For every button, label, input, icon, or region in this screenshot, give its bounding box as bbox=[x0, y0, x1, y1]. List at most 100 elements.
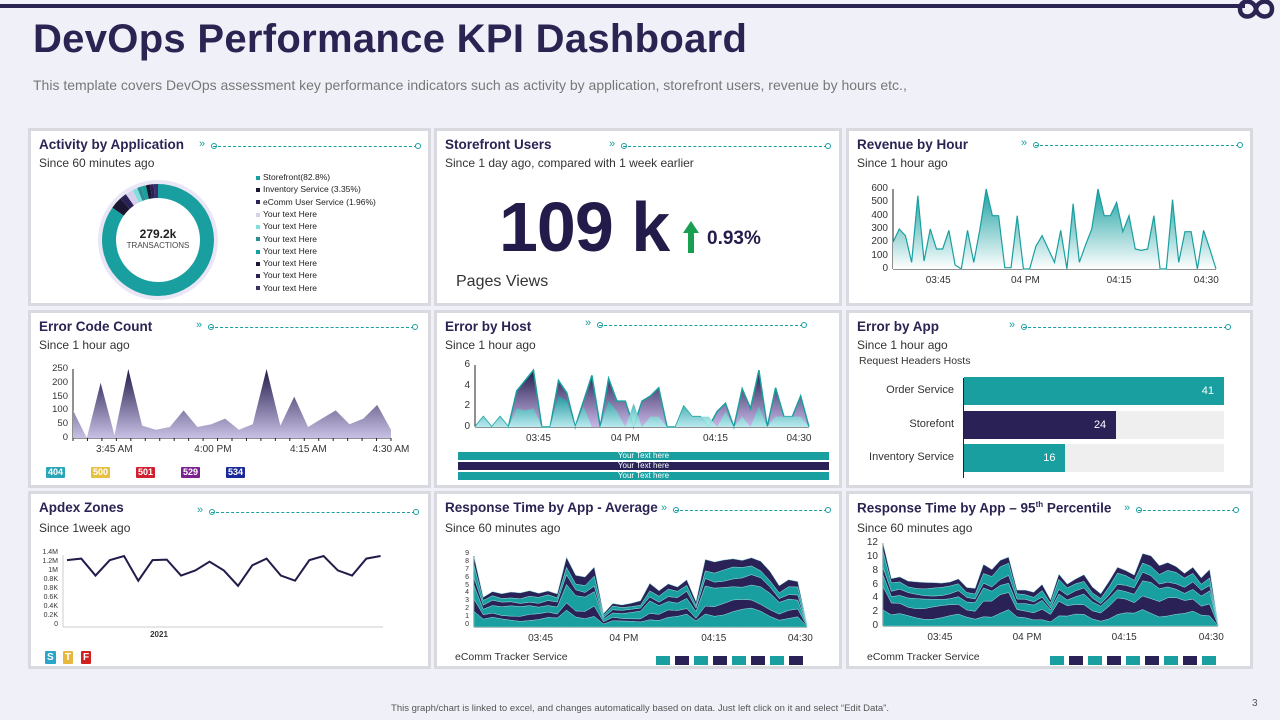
legend-swatch bbox=[256, 175, 260, 180]
x-tick-label: 04 PM bbox=[1012, 632, 1042, 643]
bar[interactable]: 16 bbox=[964, 444, 1066, 472]
y-tick-label: 12 bbox=[866, 537, 878, 548]
donut-slice bbox=[137, 186, 146, 202]
donut-slice bbox=[112, 198, 130, 216]
x-tick-label: 04:30 bbox=[1193, 275, 1219, 286]
y-tick-label: 5 bbox=[465, 581, 469, 589]
title-text: Response Time by App – 95 bbox=[857, 500, 1036, 516]
y-tick-label: 300 bbox=[871, 223, 888, 234]
host-total-line bbox=[474, 368, 810, 430]
error-code-badge: 501 bbox=[136, 467, 156, 478]
connector-decoration: » bbox=[609, 138, 831, 152]
donut-slice bbox=[102, 184, 214, 296]
legend-item: Your text Here bbox=[256, 283, 317, 293]
apdex-panel[interactable]: Apdex Zones Since 1week ago » 0 0.2K 0.4K 0… bbox=[28, 491, 431, 669]
legend-item: eComm User Service (1.96%) bbox=[256, 197, 376, 207]
error-host-panel[interactable]: Error by Host Since 1 hour ago » 0 2 4 6 03:… bbox=[434, 310, 842, 488]
y-tick-label: 500 bbox=[871, 196, 888, 208]
donut-slice bbox=[120, 194, 134, 209]
series-swatch bbox=[694, 656, 708, 665]
activity-panel[interactable]: Activity by Application Since 60 minutes… bbox=[28, 128, 431, 306]
x-tick-label: 03:45 bbox=[925, 275, 951, 286]
panel-title: Response Time by App - Average bbox=[445, 500, 658, 515]
y-tick-label: 8 bbox=[465, 557, 469, 565]
y-tick-label: 3 bbox=[465, 597, 469, 605]
host-text-bar: Your Text here bbox=[458, 452, 829, 460]
donut-slice bbox=[145, 184, 153, 200]
y-tick-label: 0 bbox=[882, 263, 888, 274]
y-tick-label: 6 bbox=[465, 573, 469, 581]
x-tick-label: 04 PM bbox=[1010, 275, 1040, 286]
series-swatch bbox=[1145, 656, 1159, 665]
legend-label: Your text Here bbox=[263, 282, 318, 293]
page-number: 3 bbox=[1252, 698, 1258, 709]
y-tick-label: 150 bbox=[52, 390, 68, 402]
connector-decoration: » bbox=[199, 138, 421, 152]
panel-subtitle: Since 1 hour ago bbox=[857, 338, 948, 352]
y-tick-label: 1 bbox=[465, 613, 469, 621]
x-tick-label: 04:30 bbox=[1198, 632, 1224, 643]
y-tick-label: 100 bbox=[871, 249, 888, 261]
response-95th-panel[interactable]: Response Time by App – 95th Percentile S… bbox=[846, 491, 1253, 669]
legend-label: Inventory Service (3.35%) bbox=[263, 184, 361, 195]
plot-area[interactable] bbox=[892, 188, 1217, 271]
legend-item: Your text Here bbox=[256, 258, 317, 268]
series-swatch bbox=[1050, 656, 1064, 665]
bar-track[interactable]: 24 bbox=[964, 410, 1224, 439]
panel-subtitle: Since 1 hour ago bbox=[857, 156, 948, 170]
storefront-panel[interactable]: Storefront Users Since 1 day ago, compar… bbox=[434, 128, 842, 306]
donut-slice bbox=[125, 190, 140, 206]
y-tick-label: 2 bbox=[872, 606, 878, 618]
y-tick-label: 0.8K bbox=[43, 576, 58, 583]
revenue-panel[interactable]: Revenue by Hour Since 1 hour ago » 0 100 2… bbox=[846, 128, 1253, 306]
apdex-badge: S bbox=[45, 651, 56, 664]
legend-swatch bbox=[256, 224, 260, 229]
error-code-badge: 534 bbox=[226, 467, 246, 478]
series-swatch bbox=[675, 656, 689, 665]
series-swatch bbox=[770, 656, 784, 665]
bar-category-label: Storefont bbox=[909, 417, 954, 430]
panel-title: Response Time by App – 95th Percentile bbox=[857, 500, 1111, 516]
apdex-line bbox=[66, 554, 381, 588]
bar-axis bbox=[963, 378, 964, 478]
y-tick-label: 250 bbox=[52, 363, 68, 374]
error-code-badge: 404 bbox=[46, 467, 66, 478]
series-swatch bbox=[1202, 656, 1216, 665]
donut-chart[interactable] bbox=[31, 131, 251, 309]
error-app-panel[interactable]: Error by App Since 1 hour ago Request He… bbox=[846, 310, 1253, 488]
plot-area[interactable] bbox=[882, 542, 1219, 627]
bar-track[interactable]: 41 bbox=[964, 377, 1224, 405]
y-tick-label: 200 bbox=[871, 236, 888, 248]
y-tick-label: 1.2M bbox=[42, 558, 58, 565]
plot-area[interactable] bbox=[473, 556, 808, 628]
connector-decoration: » bbox=[197, 504, 419, 518]
bar-category-label: Order Service bbox=[886, 384, 954, 396]
host-text-bar: Your Text here bbox=[458, 462, 829, 470]
response-avg-panel[interactable]: Response Time by App - Average Since 60 … bbox=[434, 491, 842, 669]
apdex-badge: T bbox=[63, 651, 74, 664]
y-tick-label: 200 bbox=[52, 376, 68, 388]
legend-label: Your text Here bbox=[263, 270, 318, 281]
series-swatches bbox=[1045, 652, 1216, 670]
y-tick-label: 100 bbox=[52, 404, 68, 416]
bar-track[interactable]: 16 bbox=[964, 444, 1224, 472]
host-text-bar: Your Text here bbox=[458, 472, 829, 480]
bar[interactable]: 24 bbox=[964, 410, 1117, 439]
legend-swatch bbox=[256, 237, 260, 242]
panel-subtitle: Since 1 hour ago bbox=[39, 338, 130, 352]
error-code-panel[interactable]: Error Code Count Since 1 hour ago » 0 50 1… bbox=[28, 310, 431, 488]
plot-area[interactable] bbox=[474, 365, 810, 430]
series-swatch bbox=[713, 656, 727, 665]
legend-item: Your text Here bbox=[256, 234, 317, 244]
x-tick-label: 03:45 bbox=[525, 433, 551, 444]
legend-swatch bbox=[256, 286, 260, 291]
y-tick-label: 10 bbox=[866, 550, 878, 562]
plot-area[interactable] bbox=[72, 369, 392, 441]
y-tick-label: 6 bbox=[872, 578, 878, 590]
x-tick-label: 03:45 bbox=[927, 632, 953, 643]
legend-swatch bbox=[256, 200, 260, 205]
legend-label: Your text Here bbox=[263, 245, 318, 256]
bar[interactable]: 41 bbox=[964, 377, 1224, 405]
plot-area[interactable] bbox=[62, 554, 383, 628]
series-label: eComm Tracker Service bbox=[867, 651, 980, 663]
